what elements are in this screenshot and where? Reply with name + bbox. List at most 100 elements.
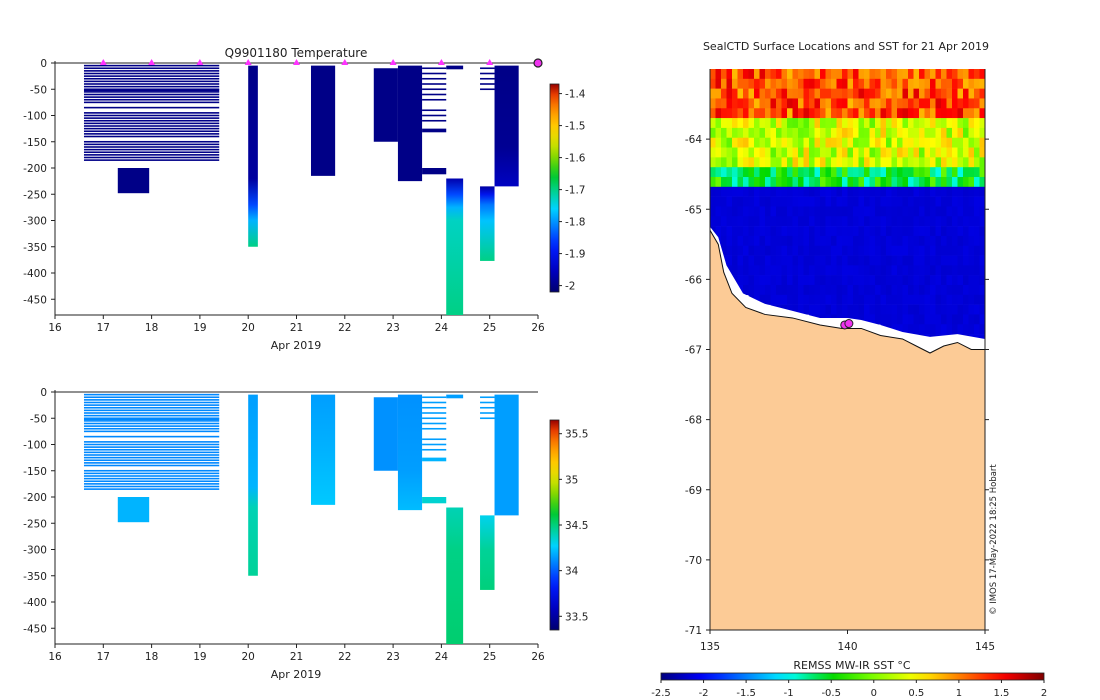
sst-cell xyxy=(935,216,942,227)
sst-cell xyxy=(814,127,821,139)
sst-cell xyxy=(897,176,903,188)
profile-gradient-block xyxy=(480,515,495,590)
profile-line xyxy=(83,148,220,151)
sst-cell xyxy=(732,118,738,129)
sst-cell xyxy=(919,176,925,188)
sst-cell xyxy=(710,186,716,197)
sst-cell xyxy=(825,69,832,80)
profile-line xyxy=(83,91,220,93)
sst-cell xyxy=(836,206,843,217)
sst-cell xyxy=(891,304,898,315)
sst-cell xyxy=(963,98,969,109)
sst-cell xyxy=(968,206,975,217)
sst-cell xyxy=(787,108,793,119)
sst-cell xyxy=(732,216,738,227)
sst-cell xyxy=(726,157,733,168)
sst-cell xyxy=(963,226,969,237)
sst-cell xyxy=(726,206,733,217)
sst-cell xyxy=(732,245,738,256)
sst-cell xyxy=(792,265,799,276)
sst-cell xyxy=(930,245,936,256)
sst-cell xyxy=(803,127,810,139)
sst-cell xyxy=(919,284,925,296)
sst-cell xyxy=(853,255,859,266)
x-tick-label: 20 xyxy=(242,651,255,663)
profile-line xyxy=(83,70,220,72)
sst-cell xyxy=(897,118,903,129)
sst-cell xyxy=(715,88,722,99)
profile-line xyxy=(83,130,220,133)
sst-cell xyxy=(979,167,986,178)
sst-cell xyxy=(891,88,898,99)
sst-cell xyxy=(732,137,738,148)
sst-cell xyxy=(847,255,854,266)
profile-line xyxy=(83,446,220,448)
sst-cell xyxy=(726,196,733,207)
sst-cell xyxy=(875,216,881,227)
sst-cell xyxy=(935,78,942,89)
sst-cell xyxy=(770,216,777,227)
sst-cell xyxy=(798,206,804,217)
sst-cell xyxy=(726,176,733,188)
sst-cell xyxy=(891,324,898,335)
sst-cell xyxy=(776,196,782,207)
sst-cell xyxy=(875,206,881,217)
sst-cell xyxy=(842,216,848,227)
sst-cell xyxy=(743,137,749,148)
sst-cell xyxy=(759,88,766,99)
sst-cell xyxy=(902,314,909,325)
sst-cell xyxy=(869,216,876,227)
sst-cell xyxy=(847,108,854,119)
sst-cell xyxy=(781,78,788,89)
sst-cell xyxy=(798,284,804,296)
sst-cell xyxy=(715,206,722,217)
sst-cell xyxy=(864,167,870,178)
profile-line xyxy=(480,88,495,91)
sst-cell xyxy=(776,176,782,188)
sst-cell xyxy=(825,167,832,178)
surface-marker xyxy=(486,59,494,65)
sst-cell xyxy=(864,304,870,315)
sst-cell xyxy=(759,98,766,109)
sst-cell xyxy=(919,265,925,276)
sst-cell xyxy=(974,167,980,178)
sst-cell xyxy=(726,226,733,237)
sst-cell xyxy=(814,196,821,207)
sst-cell xyxy=(886,127,892,139)
sst-cell xyxy=(913,304,920,315)
sst-cell xyxy=(924,147,931,158)
sst-cell xyxy=(902,206,909,217)
profile-line xyxy=(83,114,220,117)
sst-cell xyxy=(957,206,964,217)
profile-line xyxy=(422,438,447,441)
profile-line xyxy=(422,88,447,91)
sst-cell xyxy=(941,98,947,109)
sst-cell xyxy=(946,255,953,266)
y-tick-label: -250 xyxy=(23,518,47,530)
sst-cell xyxy=(869,186,876,197)
sst-cell xyxy=(858,304,865,315)
sst-cell xyxy=(853,284,859,296)
sst-cell xyxy=(781,265,788,276)
sst-cell xyxy=(963,78,969,89)
sst-cell xyxy=(754,147,760,158)
sst-cell xyxy=(858,157,865,168)
profile-line xyxy=(422,443,447,446)
profile-line xyxy=(480,77,495,80)
sst-cell xyxy=(787,245,793,256)
salinity-panel: Apr 2019 0 -50 -100 -150 -200 -250 -300 -350 -40… xyxy=(23,387,588,681)
sst-cell xyxy=(754,186,760,197)
sst-cell xyxy=(770,127,777,139)
sst-cell xyxy=(787,226,793,237)
sst-cell xyxy=(787,167,793,178)
sst-cell xyxy=(781,275,788,286)
sst-cell xyxy=(803,78,810,89)
sst-cell xyxy=(908,98,914,109)
sst-cell xyxy=(759,216,766,227)
sst-cell xyxy=(897,294,903,305)
sst-cell xyxy=(792,157,799,168)
sst-cell xyxy=(803,98,810,109)
profile-line xyxy=(83,469,220,472)
sst-cell xyxy=(798,88,804,99)
sst-cell xyxy=(902,216,909,227)
